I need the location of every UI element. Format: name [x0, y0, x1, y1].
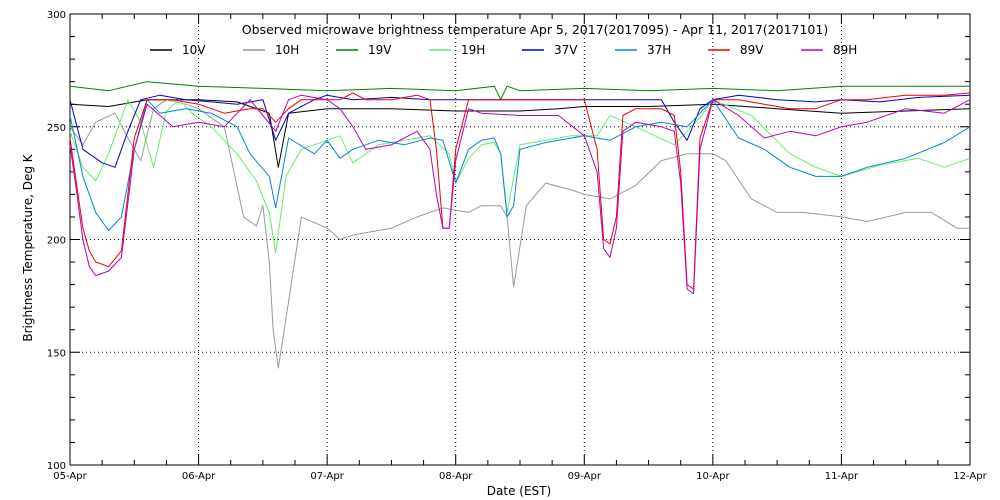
chart-title: Observed microwave brightness temperatur…: [242, 22, 828, 37]
x-tick-label: 07-Apr: [310, 471, 344, 482]
legend-label-89h: 89H: [833, 43, 857, 57]
x-axis-label: Date (EST): [487, 484, 551, 498]
y-tick-labels: 100 150 200 250 300: [47, 10, 66, 472]
series-line-89h: [69, 94, 971, 295]
y-tick-label: 250: [47, 123, 66, 134]
series-line-19h: [69, 99, 971, 254]
x-tick-label: 09-Apr: [568, 471, 602, 482]
x-tick-label: 10-Apr: [696, 471, 730, 482]
legend-label-19v: 19V: [368, 43, 392, 57]
y-tick-label: 100: [47, 461, 66, 472]
legend: 10V 10H 19V 19H 37V 37H 89V 89H: [150, 43, 857, 57]
legend-label-10v: 10V: [182, 43, 206, 57]
y-tick-label: 200: [47, 236, 66, 247]
x-tick-labels: 05-Apr 06-Apr 07-Apr 08-Apr 09-Apr 10-Apr 11-A…: [53, 471, 987, 482]
y-axis-label: Brightness Temperature, Deg K: [21, 153, 35, 341]
legend-label-10h: 10H: [275, 43, 299, 57]
x-tick-label: 08-Apr: [439, 471, 473, 482]
x-tick-label: 12-Apr: [953, 471, 987, 482]
series-line-19v: [69, 81, 970, 101]
legend-label-37v: 37V: [554, 43, 578, 57]
x-tick-label: 05-Apr: [53, 471, 87, 482]
series-lines: [69, 81, 971, 369]
x-tick-label: 11-Apr: [825, 471, 859, 482]
series-line-37h: [69, 99, 971, 231]
series-line-37v: [69, 94, 971, 168]
y-tick-label: 300: [47, 10, 66, 21]
y-tick-label: 150: [47, 348, 66, 359]
series-line-10h: [69, 99, 970, 369]
legend-label-19h: 19H: [461, 43, 485, 57]
legend-label-89v: 89V: [740, 43, 764, 57]
legend-label-37h: 37H: [647, 43, 671, 57]
x-tick-label: 06-Apr: [182, 471, 216, 482]
grid-lines: [70, 14, 970, 465]
axis-ticks: [69, 13, 971, 466]
series-line-10v: [69, 99, 971, 168]
